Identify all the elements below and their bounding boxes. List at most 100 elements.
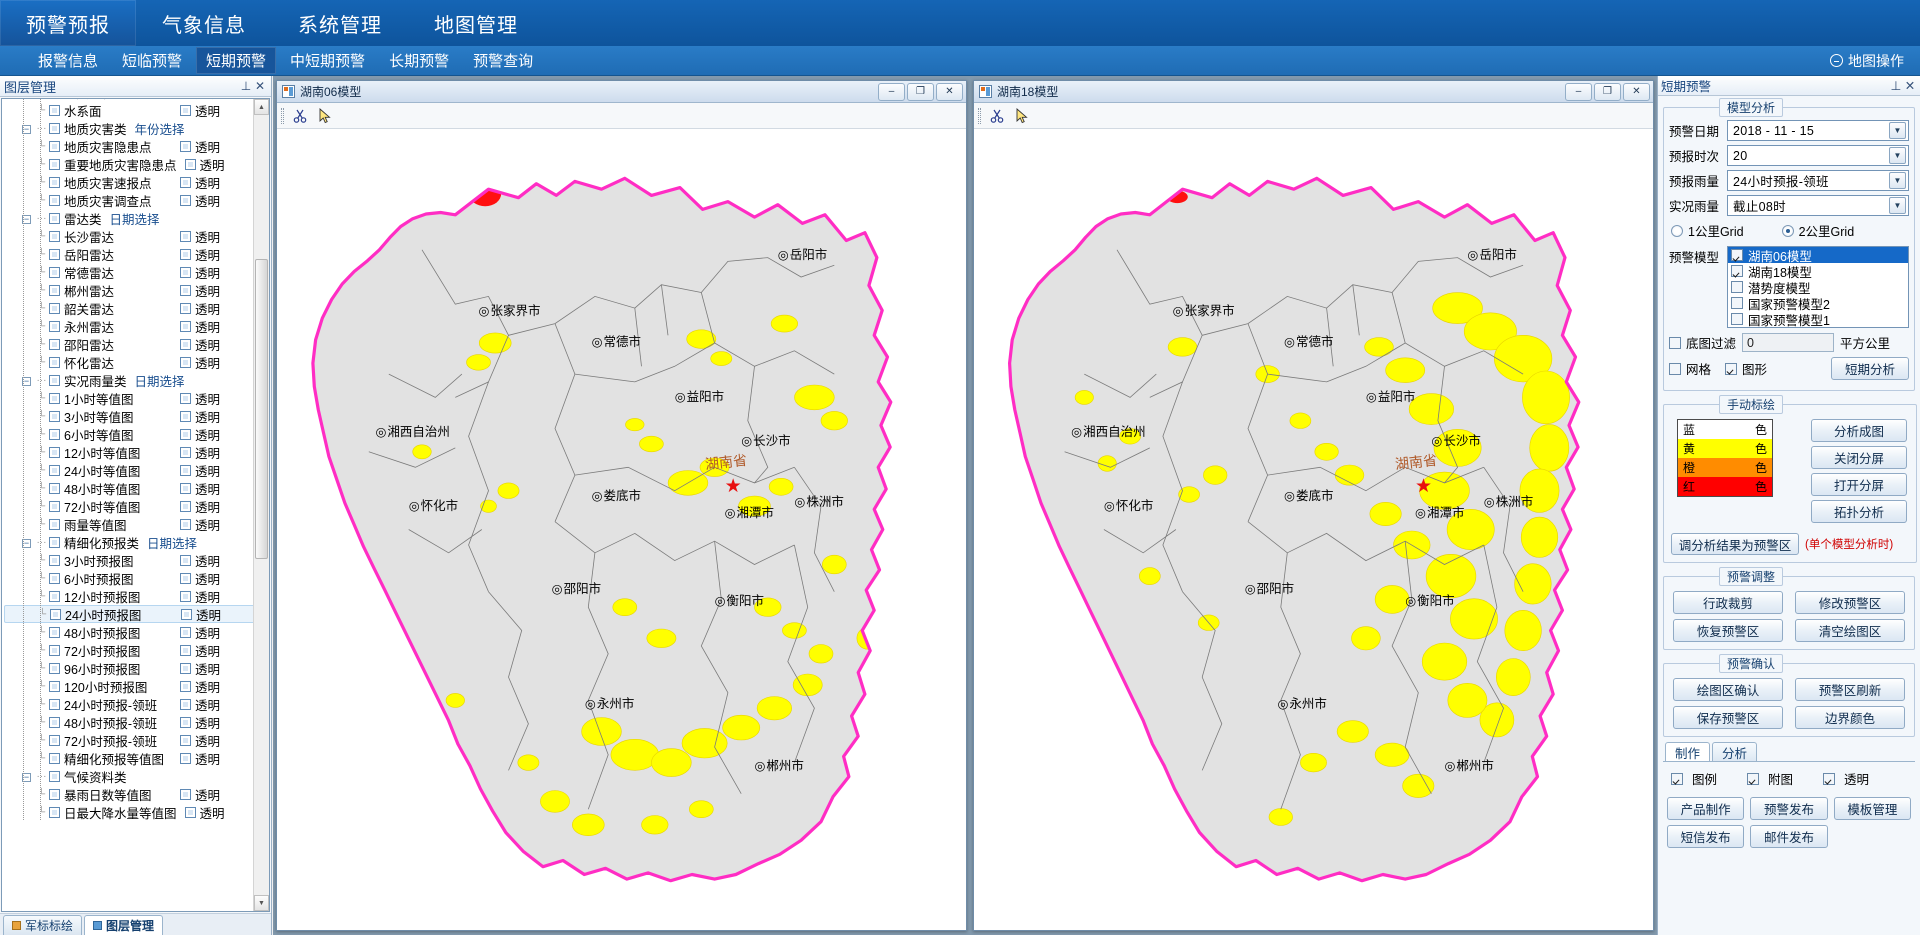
layer-item-12[interactable]: └ 韶关雷达 透明 (4, 299, 257, 317)
radio-1km-grid[interactable] (1671, 224, 1683, 237)
warning-publish-button[interactable]: 预警发布 (1750, 797, 1828, 820)
layer-item-23[interactable]: └ 72小时等值图 透明 (4, 497, 257, 515)
subnav-item-short-term-warning[interactable]: 短期预警 (196, 47, 277, 74)
close-icon[interactable]: ✕ (254, 79, 266, 93)
transparency-checkbox[interactable] (180, 428, 191, 440)
layer-checkbox[interactable] (49, 500, 60, 512)
legend-checkbox[interactable] (1671, 772, 1683, 785)
chevron-down-icon[interactable]: ▼ (1889, 172, 1906, 189)
scissors-icon[interactable] (988, 107, 1006, 125)
layer-checkbox[interactable] (49, 770, 60, 782)
map-canvas-hunan06[interactable]: ◎岳阳市 ◎张家界市 ◎常德市 ◎益阳市 ◎湘西自治州 ◎长沙市 ◎娄底市 ◎湘潭市 ◎株洲市 ◎… (277, 129, 966, 930)
tab-production[interactable]: 制作 (1665, 742, 1711, 761)
layer-group-2[interactable]: − ··· 地质灾害类 年份选择 (4, 119, 257, 137)
minimize-button[interactable]: – (1565, 82, 1592, 101)
transparency-checkbox[interactable] (184, 158, 196, 170)
model-checkbox[interactable] (1731, 313, 1743, 325)
chevron-down-icon[interactable]: ▼ (1889, 122, 1906, 139)
layer-item-21[interactable]: └ 24小时等值图 透明 (4, 461, 257, 479)
model-item-national1[interactable]: 国家预警模型1 (1728, 311, 1908, 327)
layer-checkbox[interactable] (49, 302, 60, 314)
minimize-button[interactable]: – (878, 82, 905, 101)
sms-publish-button[interactable]: 短信发布 (1667, 825, 1745, 848)
nav-item-map-management[interactable]: 地图管理 (408, 0, 544, 46)
layer-item-30[interactable]: └ 48小时预报图 透明 (4, 623, 257, 641)
color-row-blue[interactable]: 蓝 色 (1678, 420, 1772, 439)
layer-checkbox[interactable] (49, 122, 60, 134)
forecast-rainfall-combo[interactable]: 24小时预报-领班 ▼ (1727, 170, 1909, 191)
save-warning-zone-button[interactable]: 保存预警区 (1673, 706, 1783, 729)
layer-item-19[interactable]: └ 6小时等值图 透明 (4, 425, 257, 443)
transparency-checkbox[interactable] (180, 284, 191, 296)
transparency-checkbox[interactable] (180, 590, 191, 602)
layer-item-40[interactable]: └ 日最大降水量等值图 透明 (4, 803, 257, 821)
map-window-titlebar[interactable]: 湖南06模型 – ❐ ✕ (277, 81, 966, 103)
close-button[interactable]: ✕ (936, 82, 963, 101)
transparency-checkbox[interactable] (180, 194, 191, 206)
color-row-yellow[interactable]: 黄 色 (1678, 439, 1772, 458)
layer-checkbox[interactable] (49, 176, 60, 188)
forecast-time-combo[interactable]: 20 ▼ (1727, 145, 1909, 166)
layer-checkbox[interactable] (49, 572, 60, 584)
warning-model-listbox[interactable]: 湖南06模型 湖南18模型 潜势度模型 国家预警模型2 (1727, 246, 1909, 328)
refresh-warning-zone-button[interactable]: 预警区刷新 (1795, 678, 1905, 701)
chevron-down-icon[interactable]: ▼ (1889, 197, 1906, 214)
transparency-checkbox[interactable] (180, 482, 191, 494)
layer-checkbox[interactable] (49, 752, 60, 764)
toolbar-grip[interactable] (978, 107, 981, 124)
layer-checkbox[interactable] (49, 536, 60, 548)
layer-item-0[interactable]: └水文工程透明 (4, 99, 257, 101)
analysis-to-map-button[interactable]: 分析成图 (1811, 419, 1907, 442)
transparency-checkbox[interactable] (180, 176, 191, 188)
model-item-national2[interactable]: 国家预警模型2 (1728, 295, 1908, 312)
subnav-item-warning-query[interactable]: 预警查询 (463, 47, 543, 74)
color-row-orange[interactable]: 橙 色 (1678, 458, 1772, 477)
nav-item-weather-info[interactable]: 气象信息 (136, 0, 272, 46)
layer-item-3[interactable]: └ 地质灾害隐患点 透明 (4, 137, 257, 155)
transparency-checkbox[interactable] (180, 500, 191, 512)
template-management-button[interactable]: 模板管理 (1833, 797, 1911, 820)
scroll-up-arrow[interactable]: ▲ (254, 99, 269, 115)
close-button[interactable]: ✕ (1623, 82, 1650, 101)
maximize-button[interactable]: ❐ (1594, 82, 1621, 101)
layer-item-29[interactable]: └ 24小时预报图 透明 (4, 605, 257, 623)
layer-checkbox[interactable] (49, 284, 60, 296)
product-production-button[interactable]: 产品制作 (1667, 797, 1745, 820)
transparency-checkbox[interactable] (180, 716, 191, 728)
transparency-checkbox[interactable] (180, 626, 191, 638)
layer-item-13[interactable]: └ 永州雷达 透明 (4, 317, 257, 335)
layer-checkbox[interactable] (49, 518, 60, 530)
transparency-checkbox[interactable] (180, 572, 191, 584)
layer-checkbox[interactable] (49, 428, 60, 440)
layer-sub-action[interactable]: 日期选择 (134, 374, 185, 389)
layer-checkbox[interactable] (49, 482, 60, 494)
collapse-icon[interactable]: − (22, 124, 31, 134)
subnav-item-medium-short-warning[interactable]: 中短期预警 (280, 47, 375, 74)
maximize-button[interactable]: ❐ (907, 82, 934, 101)
transparency-checkbox[interactable] (180, 320, 191, 332)
transparency-checkbox[interactable] (180, 662, 191, 674)
layer-item-24[interactable]: └ 雨量等值图 透明 (4, 515, 257, 533)
layer-item-31[interactable]: └ 72小时预报图 透明 (4, 641, 257, 659)
transparency-checkbox[interactable] (180, 392, 191, 404)
transparency-checkbox[interactable] (180, 230, 191, 242)
model-item-hunan18[interactable]: 湖南18模型 (1728, 263, 1908, 280)
layer-item-37[interactable]: └ 精细化预报等值图 透明 (4, 749, 257, 767)
tab-military-plot[interactable]: 军标标绘 (3, 915, 83, 935)
warning-date-combo[interactable]: 2018 - 11 - 15 ▼ (1727, 120, 1909, 141)
layer-sub-action[interactable]: 日期选择 (147, 536, 198, 551)
cursor-arrow-icon[interactable] (316, 107, 334, 125)
map-operation-button[interactable]: 地图操作 (1830, 51, 1904, 71)
layer-item-5[interactable]: └ 地质灾害速报点 透明 (4, 173, 257, 191)
layer-item-14[interactable]: └ 邵阳雷达 透明 (4, 335, 257, 353)
transparency-checkbox[interactable] (181, 608, 192, 620)
transparency-checkbox[interactable] (180, 248, 191, 260)
transparency-checkbox[interactable] (180, 104, 191, 116)
scissors-icon[interactable] (291, 107, 309, 125)
layer-item-11[interactable]: └ 郴州雷达 透明 (4, 281, 257, 299)
basemap-filter-input[interactable]: 0 (1742, 333, 1835, 352)
collapse-icon[interactable]: − (22, 376, 31, 386)
layer-checkbox[interactable] (49, 734, 60, 746)
topology-analysis-button[interactable]: 拓扑分析 (1811, 500, 1907, 523)
tab-analysis[interactable]: 分析 (1712, 742, 1758, 761)
